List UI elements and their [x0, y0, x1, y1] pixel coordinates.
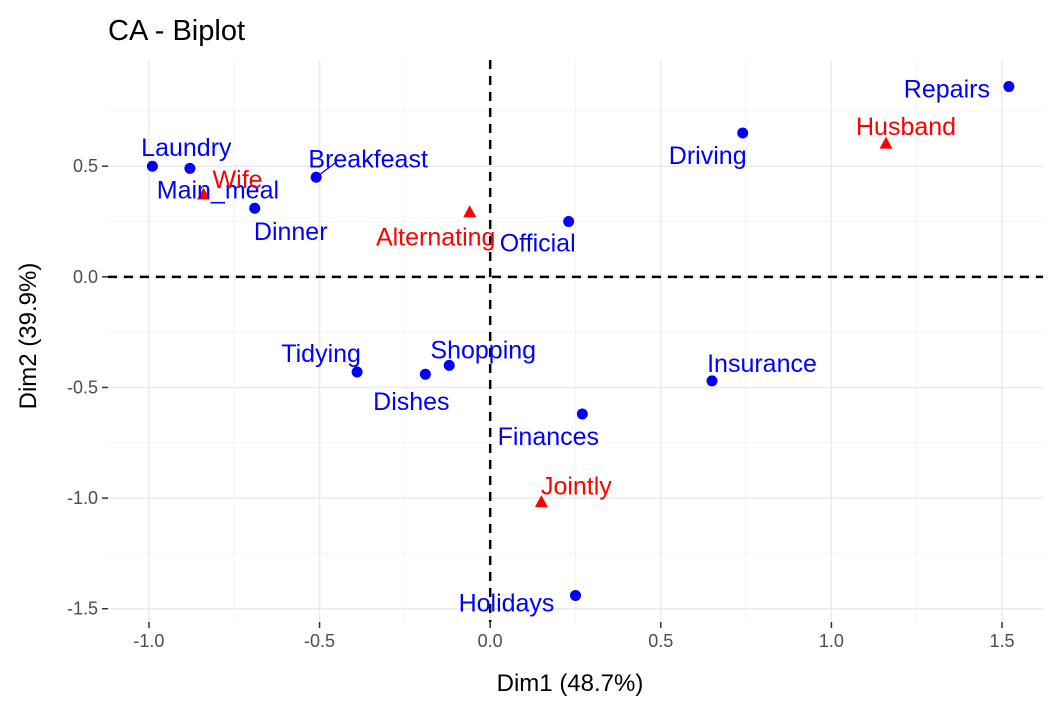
- label-laundry: Laundry: [141, 134, 232, 162]
- y-tick-label: -1.5: [67, 599, 98, 619]
- reference-lines: [108, 60, 1043, 622]
- point-breakfeast: [310, 171, 322, 183]
- y-axis: -1.5 -1.0 -0.5 0.0 0.5: [67, 156, 108, 619]
- label-insurance: Insurance: [707, 350, 817, 378]
- label-alternating: Alternating: [376, 224, 496, 252]
- point-dinner: [249, 202, 261, 214]
- x-tick-label: 1.0: [819, 631, 844, 651]
- y-tick-label: -1.0: [67, 488, 98, 508]
- x-axis: -1.0 -0.5 0.0 0.5 1.0 1.5: [133, 622, 1015, 651]
- point-repairs: [1003, 81, 1015, 93]
- label-jointly: Jointly: [541, 473, 612, 501]
- point-shopping: [443, 359, 455, 371]
- label-driving: Driving: [669, 142, 747, 170]
- x-tick-label: 1.5: [990, 631, 1015, 651]
- x-tick-label: -1.0: [133, 631, 164, 651]
- label-main-meal: Main_meal: [157, 176, 279, 204]
- y-tick-label: -0.5: [67, 377, 98, 397]
- y-tick-label: 0.0: [73, 267, 98, 287]
- point-insurance: [706, 375, 718, 387]
- label-repairs: Repairs: [904, 76, 990, 104]
- label-official: Official: [500, 230, 576, 258]
- x-tick-label: 0.0: [478, 631, 503, 651]
- label-tidying: Tidying: [281, 340, 361, 368]
- point-tidying: [351, 366, 363, 378]
- point-dishes: [419, 368, 431, 380]
- label-breakfeast: Breakfeast: [308, 145, 428, 173]
- point-holidays: [570, 589, 581, 601]
- x-axis-title: Dim1 (48.7%): [497, 670, 644, 697]
- point-finances: [576, 408, 588, 420]
- label-finances: Finances: [498, 423, 599, 451]
- chart-title: CA - Biplot: [108, 15, 245, 47]
- x-tick-label: 0.5: [648, 631, 673, 651]
- point-labels: Laundry Main_meal Dinner Breakfeast Tidying D…: [141, 76, 990, 618]
- x-tick-label: -0.5: [304, 631, 335, 651]
- point-wife: [197, 187, 211, 200]
- point-jointly: [534, 495, 548, 508]
- label-dinner: Dinner: [254, 218, 328, 246]
- label-wife: Wife: [213, 166, 263, 194]
- label-shopping: Shopping: [430, 336, 536, 364]
- point-alternating: [463, 205, 477, 218]
- point-official: [563, 216, 575, 228]
- label-dishes: Dishes: [373, 388, 449, 416]
- y-axis-title: Dim2 (39.9%): [15, 263, 42, 410]
- y-tick-label: 0.5: [73, 156, 98, 176]
- grid: [108, 60, 1043, 622]
- point-husband: [879, 136, 893, 149]
- point-main-meal: [184, 162, 196, 174]
- point-laundry: [146, 160, 158, 172]
- point-driving: [737, 127, 749, 139]
- label-husband: Husband: [856, 113, 956, 141]
- data-points: [146, 81, 1015, 601]
- label-holidays: Holidays: [459, 589, 555, 617]
